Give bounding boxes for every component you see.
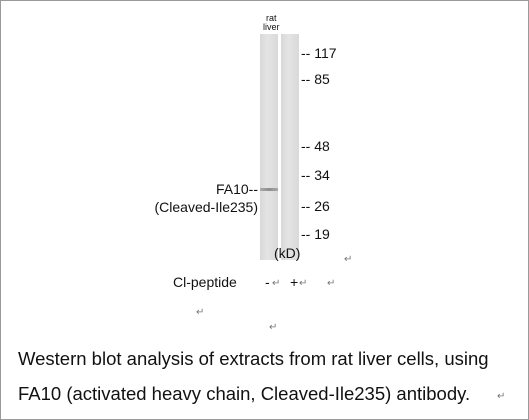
lane-1	[260, 34, 278, 260]
marker: -- 85	[301, 71, 330, 87]
unit: (kD)	[274, 245, 301, 261]
marker: -- 34	[301, 167, 330, 183]
lane-2	[281, 34, 299, 260]
protein-label: (Cleaved-Ile235)	[154, 199, 259, 215]
marker: -- 117	[301, 45, 337, 61]
paragraph-mark: ↵	[269, 322, 278, 333]
marker: -- 48	[301, 138, 330, 154]
band	[260, 188, 278, 191]
caption-line: FA10 (activated heavy chain, Cleaved-Ile…	[18, 383, 471, 404]
caption-line: Western blot analysis of extracts from r…	[18, 348, 489, 369]
paragraph-mark: ↵	[497, 391, 506, 402]
paragraph-mark: ↵	[299, 278, 308, 289]
treatment-label: Cl-peptide	[173, 274, 237, 290]
treatment-sign: +	[290, 274, 299, 290]
treatment-sign: -	[265, 274, 270, 290]
paragraph-mark: ↵	[327, 278, 336, 289]
lane-label-line: liver	[263, 22, 280, 32]
protein-label: FA10--	[215, 181, 258, 197]
paragraph-mark: ↵	[344, 254, 353, 265]
marker: -- 19	[301, 226, 330, 242]
lane-label-line: rat	[266, 13, 277, 23]
lane-label: rat liver	[263, 14, 280, 32]
paragraph-mark: ↵	[272, 278, 281, 289]
marker: -- 26	[301, 198, 330, 214]
paragraph-mark: ↵	[196, 307, 205, 318]
